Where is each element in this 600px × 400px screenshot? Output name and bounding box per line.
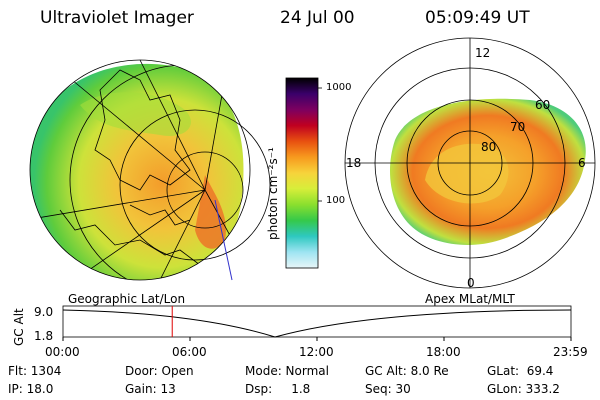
geographic-caption: Geographic Lat/Lon	[68, 292, 186, 306]
mode-value: Mode: Normal	[245, 364, 329, 378]
altitude-tick-9: 9.0	[34, 305, 54, 319]
coastline-north-america	[59, 209, 201, 266]
mlt-label-18: 18	[346, 156, 362, 170]
time-tick-0000: 00:00	[45, 345, 80, 359]
seq-value: Seq: 30	[365, 382, 411, 396]
time-tick-1800: 18:00	[426, 345, 461, 359]
mlt-label-0: 0	[467, 276, 475, 290]
dsp-value: Dsp: 1.8	[245, 382, 311, 396]
colorbar-unit-label: photon cm⁻²s⁻¹	[266, 147, 280, 240]
mlat-label-60: 60	[535, 98, 551, 112]
aurora-bright-region	[195, 175, 226, 249]
altitude-axis-label: GC Alt	[12, 308, 26, 346]
date-label: 24 Jul 00	[280, 8, 355, 28]
glat-value: GLat: 69.4	[487, 364, 554, 378]
aurora-inner-region	[425, 143, 509, 204]
door-status: Door: Open	[125, 364, 194, 378]
terminator-line	[214, 199, 233, 281]
geographic-map	[29, 59, 271, 281]
time-tick-2359: 23:59	[553, 345, 588, 359]
colorbar	[285, 77, 322, 269]
mlat-label-80: 80	[481, 140, 497, 154]
mlt-label-12: 12	[475, 46, 491, 60]
colorbar-tick-1000: 1000	[326, 82, 352, 93]
instrument-title: Ultraviolet Imager	[40, 8, 194, 28]
mlt-label-6: 6	[578, 156, 586, 170]
colorbar-scale	[285, 77, 319, 269]
time-label: 05:09:49 UT	[425, 8, 530, 28]
ip-value: IP: 18.0	[8, 382, 54, 396]
coastline-greenland	[94, 69, 191, 191]
time-tick-0600: 06:00	[172, 345, 207, 359]
time-tick-1200: 12:00	[299, 345, 334, 359]
lat-circle-70	[119, 109, 271, 261]
mlat-label-70: 70	[510, 120, 526, 134]
flight-number: Flt: 1304	[8, 364, 62, 378]
altitude-tick-1.8: 1.8	[34, 329, 54, 343]
apex-caption: Apex MLat/MLT	[425, 292, 515, 306]
altitude-trace	[62, 309, 572, 338]
gc-alt-value: GC Alt: 8.0 Re	[365, 364, 449, 378]
lat-circle-80	[166, 151, 244, 229]
colorbar-tick-100: 100	[326, 195, 346, 206]
aurora-dim-patch	[80, 92, 191, 136]
glon-value: GLon: 333.2	[487, 382, 560, 396]
altitude-plot	[62, 305, 572, 341]
polar-map	[344, 37, 596, 289]
coastline-islands	[129, 204, 191, 226]
gain-value: Gain: 13	[125, 382, 176, 396]
